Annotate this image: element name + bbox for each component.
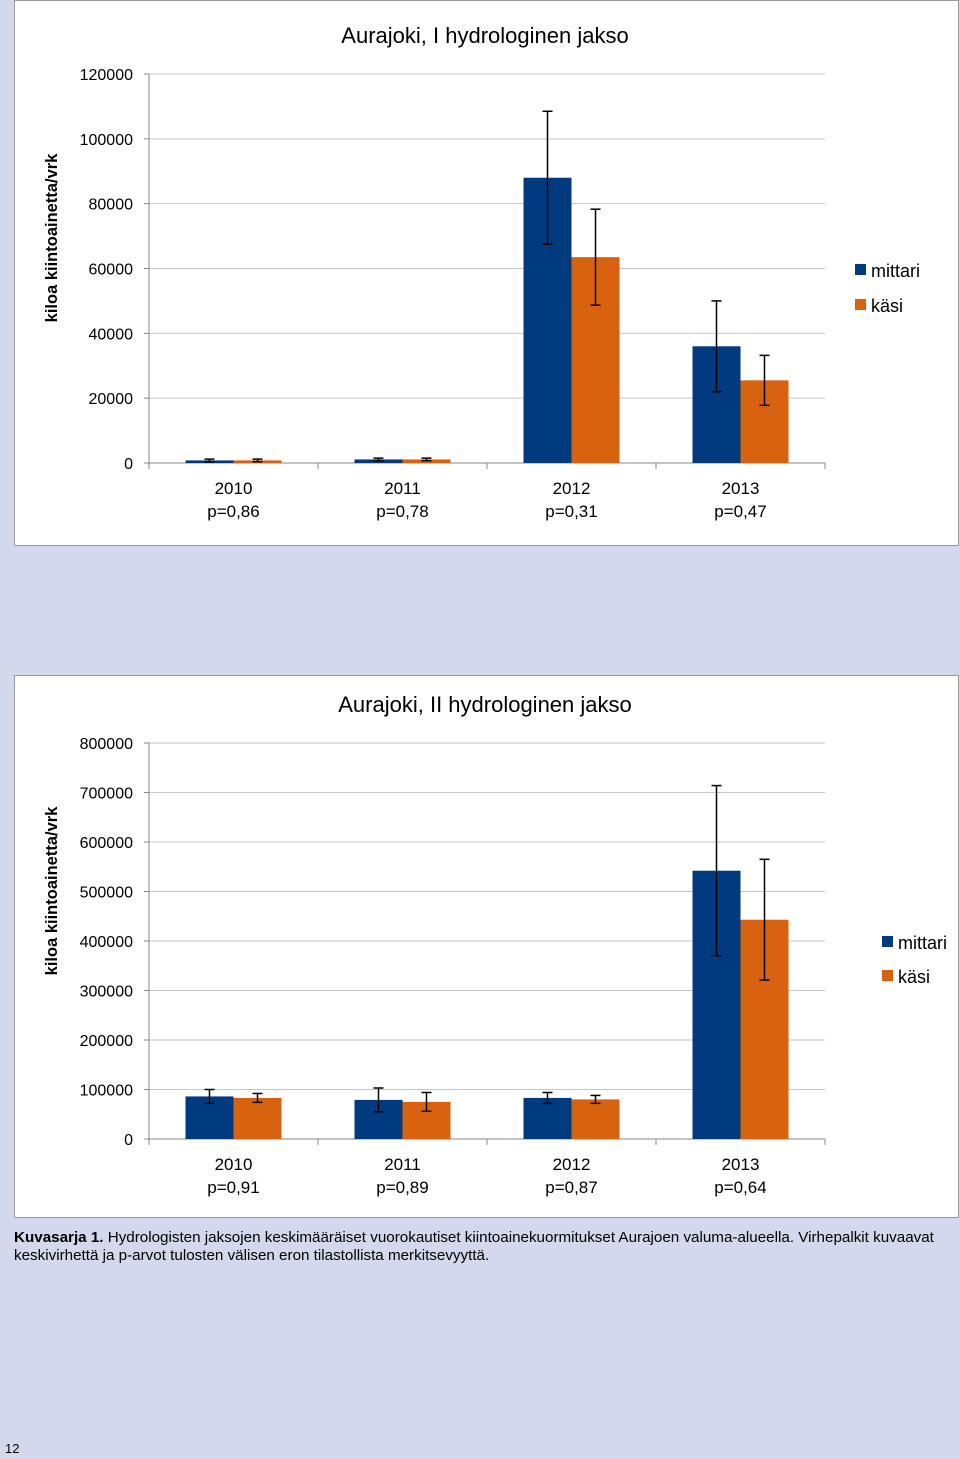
- chart-2: Aurajoki, II hydrologinen jakso kiloa kii…: [43, 692, 947, 1197]
- x-p-value-label: p=0,91: [207, 1178, 259, 1197]
- chart-title: Aurajoki, I hydrologinen jakso: [341, 23, 628, 48]
- x-category-label: 2012: [553, 479, 591, 498]
- y-tick-label: 20000: [89, 391, 134, 408]
- y-tick-label: 40000: [89, 326, 134, 343]
- chart-title: Aurajoki, II hydrologinen jakso: [338, 692, 632, 717]
- x-category-label: 2013: [722, 1155, 760, 1174]
- bar-käsi-2010: [233, 1097, 282, 1139]
- y-tick-label: 700000: [80, 786, 133, 803]
- legend-swatch-käsi: [882, 970, 893, 981]
- x-p-value-label: p=0,87: [545, 1178, 597, 1197]
- y-tick-label: 80000: [89, 197, 134, 214]
- y-tick-label: 400000: [80, 934, 133, 951]
- legend-swatch-mittari: [855, 264, 866, 275]
- x-category-label: 2010: [215, 1155, 253, 1174]
- y-tick-label: 300000: [80, 984, 133, 1001]
- x-category-label: 2011: [384, 1155, 421, 1174]
- legend-label-mittari: mittari: [871, 261, 920, 281]
- figure-caption: Kuvasarja 1. Hydrologisten jaksojen kesk…: [14, 1229, 954, 1265]
- chart-1: Aurajoki, I hydrologinen jakso kiloa kiin…: [43, 23, 920, 521]
- y-tick-label: 100000: [80, 1083, 133, 1100]
- x-category-label: 2010: [215, 479, 253, 498]
- page-number: 12: [5, 1441, 20, 1456]
- y-tick-label: 500000: [80, 885, 133, 902]
- legend-label-käsi: käsi: [898, 967, 930, 987]
- legend-swatch-käsi: [855, 299, 866, 310]
- legend-label-käsi: käsi: [871, 296, 903, 316]
- y-tick-label: 0: [124, 1132, 133, 1149]
- caption-label: Kuvasarja 1.: [14, 1229, 104, 1246]
- x-p-value-label: p=0,64: [714, 1178, 766, 1197]
- bar-käsi-2012: [571, 1099, 620, 1139]
- bar-mittari-2012: [523, 1097, 572, 1139]
- y-tick-label: 800000: [80, 736, 133, 753]
- y-tick-label: 100000: [80, 132, 133, 149]
- x-p-value-label: p=0,78: [376, 502, 428, 521]
- y-tick-label: 600000: [80, 835, 133, 852]
- legend-swatch-mittari: [882, 936, 893, 947]
- y-axis-label: kiloa kiintoainetta/vrk: [43, 806, 61, 976]
- y-tick-label: 0: [124, 456, 133, 473]
- x-category-label: 2012: [553, 1155, 591, 1174]
- x-category-label: 2011: [384, 479, 421, 498]
- y-axis-label: kiloa kiintoainetta/vrk: [43, 153, 61, 323]
- x-p-value-label: p=0,86: [207, 502, 259, 521]
- x-p-value-label: p=0,31: [545, 502, 597, 521]
- chart-panel-1: Aurajoki, I hydrologinen jakso kiloa kiin…: [14, 0, 959, 546]
- caption-text: Hydrologisten jaksojen keskimääräiset vu…: [14, 1229, 934, 1264]
- x-category-label: 2013: [722, 479, 760, 498]
- y-tick-label: 200000: [80, 1033, 133, 1050]
- y-tick-label: 120000: [80, 67, 133, 84]
- x-p-value-label: p=0,47: [714, 502, 766, 521]
- chart-panel-2: Aurajoki, II hydrologinen jakso kiloa kii…: [14, 675, 959, 1218]
- x-p-value-label: p=0,89: [376, 1178, 428, 1197]
- y-tick-label: 60000: [89, 262, 134, 279]
- legend-label-mittari: mittari: [898, 933, 947, 953]
